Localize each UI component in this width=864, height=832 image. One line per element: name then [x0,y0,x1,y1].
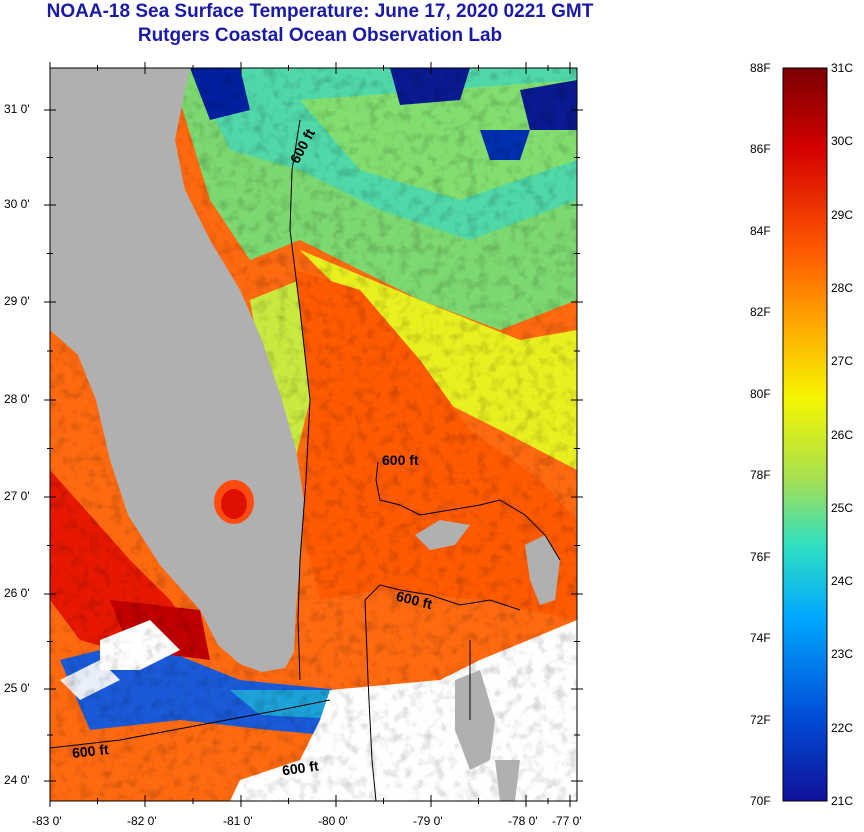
colorbar-fahrenheit-label: 74F [750,631,771,646]
longitude-tick-label: -77 0' [552,814,582,828]
colorbar-celsius-label: 29C [831,207,854,222]
colorbar-fahrenheit-label: 70F [750,794,771,808]
colorbar-fahrenheit-label: 80F [750,386,771,401]
colorbar-celsius-label: 24C [831,574,854,589]
bathymetry-contours [50,119,561,801]
andros-land [455,670,495,770]
longitude-tick-label: -78 0' [508,814,538,828]
longitude-tick-label: -83 0' [32,814,62,828]
longitude-tick-label: -79 0' [413,814,443,828]
colorbar-fahrenheit-label: 78F [750,468,771,483]
latitude-tick-label: 25 0' [4,681,30,695]
sst-imagery [50,68,577,801]
abaco-land [525,535,560,605]
grand-bahama-land [415,520,470,550]
map-title: NOAA-18 Sea Surface Temperature: June 17… [46,1,594,22]
colorbar [782,67,828,802]
colorbar-celsius-label: 30C [831,134,854,149]
colorbar-celsius-label: 22C [831,720,854,735]
longitude-tick-label: -82 0' [127,814,157,828]
longitude-tick-label: -81 0' [223,814,253,828]
colorbar-fahrenheit-label: 72F [750,712,771,727]
colorbar-celsius-label: 26C [831,427,854,442]
colorbar-celsius-label: 27C [831,354,854,369]
colorbar-fahrenheit-label: 76F [750,549,771,564]
latitude-tick-label: 24 0' [4,773,30,787]
map-frame [49,67,578,802]
colorbar-fahrenheit-label: 88F [750,61,771,75]
colorbar-celsius-label: 23C [831,647,854,662]
colorbar-celsius-label: 28C [831,280,854,295]
map-subtitle: Rutgers Coastal Ocean Observation Lab [137,25,503,46]
colorbar-fahrenheit-label: 82F [750,305,771,320]
latitude-tick-label: 31 0' [4,102,30,116]
colorbar-fahrenheit-label: 86F [750,142,771,157]
colorbar-celsius-label: 21C [831,794,854,808]
latitude-tick-label: 30 0' [4,197,30,211]
latitude-tick-label: 27 0' [4,489,30,503]
latitude-tick-label: 26 0' [4,586,30,600]
longitude-tick-label: -80 0' [318,814,348,828]
colorbar-celsius-label: 31C [831,61,854,75]
latitude-tick-label: 28 0' [4,392,30,406]
latitude-tick-label: 29 0' [4,294,30,308]
contour-label: 600 ft [382,452,419,468]
colorbar-celsius-label: 25C [831,500,854,515]
map-ticks [44,62,583,807]
colorbar-fahrenheit-label: 84F [750,223,771,238]
